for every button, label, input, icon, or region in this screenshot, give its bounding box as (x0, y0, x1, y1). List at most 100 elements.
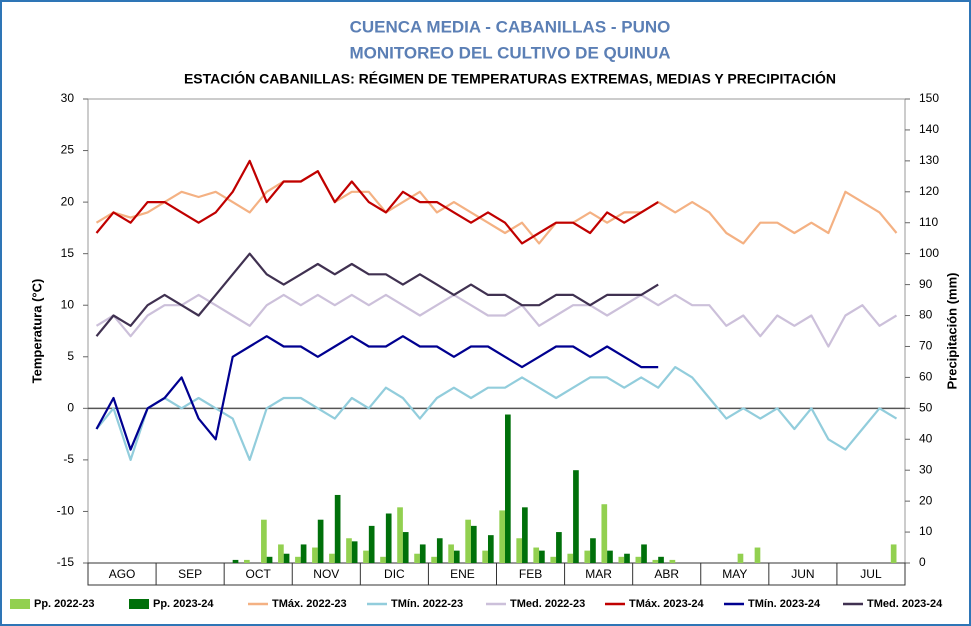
x-tick-label: ENE (450, 567, 475, 581)
y-tick-label: -10 (57, 504, 75, 518)
y2-tick-label: 130 (919, 153, 939, 167)
temperature-line (95, 159, 659, 245)
precip-bar (533, 547, 540, 563)
precip-bar (329, 553, 335, 563)
precip-bar (232, 559, 239, 563)
y2-tick-label: 20 (919, 493, 933, 507)
precip-bar (516, 538, 523, 563)
precip-bar (522, 507, 528, 563)
legend-label: TMín. 2022-23 (391, 598, 463, 610)
x-tick-label: OCT (246, 567, 272, 581)
precip-bar (573, 470, 579, 563)
precip-bar (754, 547, 761, 563)
temperature-line (95, 252, 659, 337)
precip-bar (266, 556, 273, 563)
legend-label: TMáx. 2022-23 (272, 598, 347, 610)
precip-bar (312, 547, 318, 563)
y-tick-label: -15 (57, 555, 75, 569)
x-tick-label: DIC (384, 567, 405, 581)
legend-label: Pp. 2023-24 (153, 598, 214, 610)
x-tick-label: FEB (519, 567, 542, 581)
y2-tick-label: 90 (919, 277, 933, 291)
x-tick-label: ABR (654, 567, 679, 581)
precip-bar (419, 544, 426, 563)
legend-label: Pp. 2022-23 (34, 598, 95, 610)
plot-area (87, 98, 906, 564)
precip-bar (295, 556, 301, 563)
precip-bar (499, 510, 506, 563)
precip-bar (890, 544, 897, 563)
y2-axis-title: Precipitación (mm) (944, 272, 959, 389)
precip-bar (590, 538, 596, 563)
precip-bar (402, 532, 409, 563)
temperature-line (95, 366, 898, 461)
precip-bar (658, 556, 664, 563)
precip-bar (584, 550, 591, 563)
precip-bar (550, 556, 557, 563)
y2-tick-label: 150 (919, 91, 939, 105)
precip-bar (283, 553, 290, 563)
precip-bar (737, 553, 744, 563)
legend-label: TMín. 2023-24 (748, 598, 821, 610)
y-tick-label: 20 (61, 194, 75, 208)
precip-bar (385, 513, 392, 563)
y2-tick-label: 110 (919, 215, 938, 229)
x-tick-label: MAR (585, 567, 612, 581)
x-tick-label: MAY (722, 567, 747, 581)
y-tick-label: 25 (61, 143, 75, 157)
temperature-line (95, 335, 659, 451)
precip-bar (368, 525, 375, 563)
y-tick-label: 10 (61, 297, 75, 311)
precip-bar (539, 550, 545, 563)
temperature-line (95, 293, 898, 348)
legend-swatch (10, 599, 30, 609)
precip-bar (414, 553, 420, 563)
y2-tick-label: 80 (919, 308, 933, 322)
precip-bar (431, 556, 437, 563)
precip-bar (487, 535, 494, 563)
precip-bar (635, 556, 642, 563)
precip-bar (470, 525, 477, 563)
precip-bar (448, 544, 454, 563)
y2-tick-label: 70 (919, 339, 933, 353)
precip-bar (641, 544, 647, 563)
y2-tick-label: 10 (919, 524, 933, 538)
x-tick-label: NOV (313, 567, 339, 581)
y2-tick-label: 0 (919, 555, 926, 569)
precip-bar (453, 550, 460, 563)
precip-bar (278, 544, 284, 563)
precip-bar (567, 553, 574, 563)
x-tick-label: JUN (791, 567, 814, 581)
precip-bar (618, 556, 625, 563)
precip-bar (505, 414, 511, 563)
y2-tick-label: 60 (919, 370, 933, 384)
precip-bar (652, 559, 659, 563)
y2-tick-label: 100 (919, 246, 939, 260)
y2-tick-label: 120 (919, 184, 939, 198)
chart-title: CUENCA MEDIA - CABANILLAS - PUNO (350, 17, 671, 36)
x-tick-label: AGO (109, 567, 136, 581)
y-tick-label: 15 (61, 246, 75, 260)
precip-bar (334, 494, 341, 563)
precip-bar (244, 559, 250, 563)
y2-tick-label: 40 (919, 431, 933, 445)
x-tick-label: JUL (860, 567, 882, 581)
precip-bar (556, 532, 562, 563)
y-tick-label: -5 (63, 452, 74, 466)
legend-label: TMed. 2022-23 (510, 598, 585, 610)
precip-bar (351, 541, 358, 563)
precip-bar (300, 544, 307, 563)
precip-bar (601, 504, 608, 563)
precip-bar (346, 538, 352, 563)
legend-swatch (129, 599, 149, 609)
precip-bar (363, 550, 369, 563)
y2-tick-label: 140 (919, 122, 939, 136)
chart-subtitle: MONITOREO DEL CULTIVO DE QUINUA (349, 43, 670, 62)
precip-bar (607, 550, 613, 563)
y2-tick-label: 30 (919, 462, 933, 476)
y-tick-label: 30 (61, 91, 75, 105)
y-axis-title: Temperatura (°C) (29, 279, 44, 384)
x-tick-label: SEP (178, 567, 202, 581)
